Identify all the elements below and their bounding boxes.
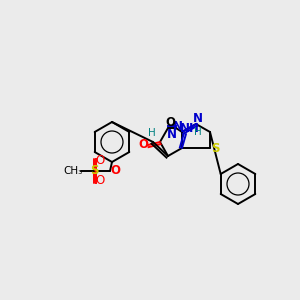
Text: N: N [173, 121, 183, 134]
Text: N: N [167, 128, 177, 140]
Text: O: O [110, 164, 120, 176]
Text: S: S [211, 142, 219, 154]
Text: O: O [138, 139, 148, 152]
Text: S: S [90, 164, 98, 176]
Text: N: N [193, 112, 203, 125]
Text: NH: NH [180, 122, 200, 136]
Text: O: O [165, 116, 175, 130]
Text: H: H [194, 127, 202, 137]
Text: H: H [148, 128, 156, 138]
Text: O: O [95, 175, 105, 188]
Text: O: O [95, 154, 105, 167]
Text: CH₃: CH₃ [63, 166, 82, 176]
